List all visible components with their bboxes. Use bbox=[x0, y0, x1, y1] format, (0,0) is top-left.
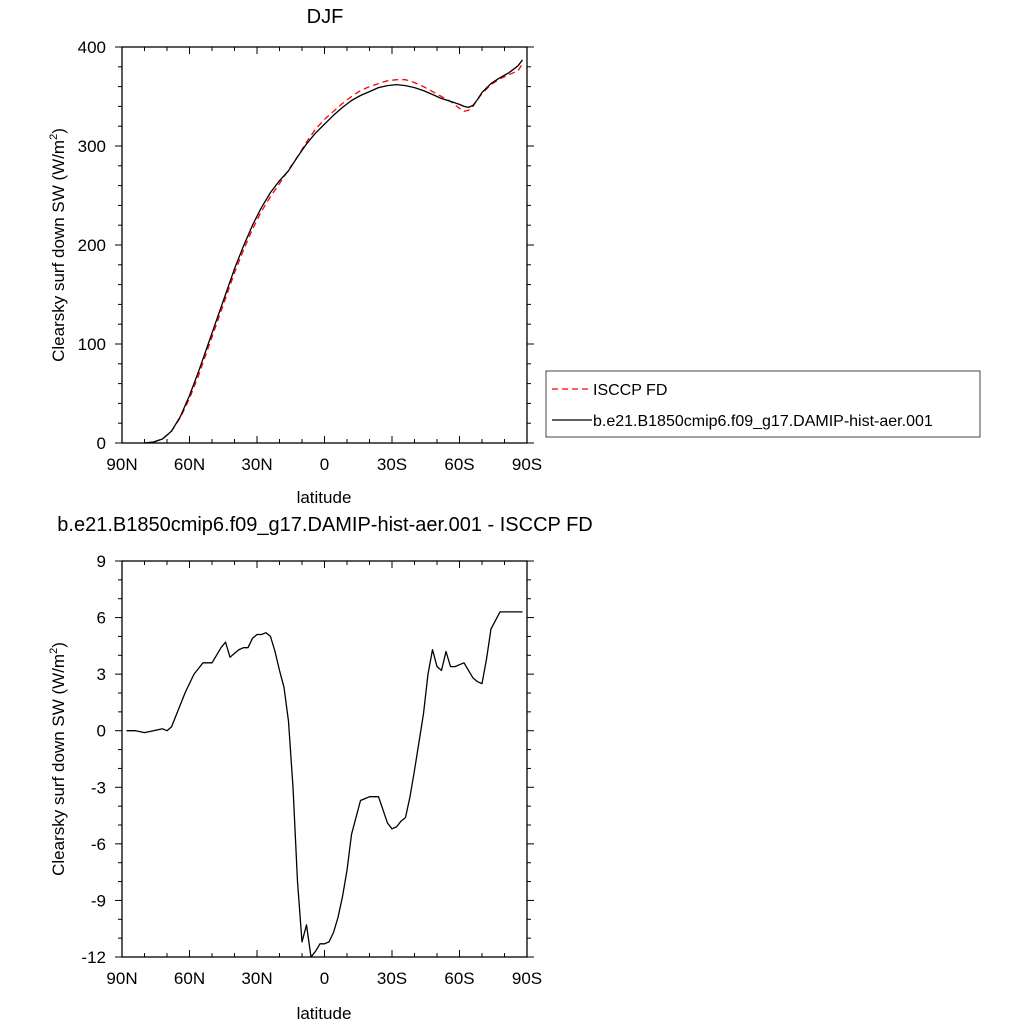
x-axis-label: latitude bbox=[297, 488, 352, 507]
y-axis-label-text: Clearsky surf down SW (W/m2) bbox=[48, 642, 68, 876]
y-tick-label: 6 bbox=[97, 609, 106, 628]
y-tick-label: 0 bbox=[97, 722, 106, 741]
plot-frame bbox=[121, 46, 528, 444]
y-axis-label: Clearsky surf down SW (W/m2) bbox=[48, 128, 68, 362]
y-tick-label: -3 bbox=[91, 778, 106, 797]
panel-top-djf: DJF Clearsky surf down SW (W/m2) 90N 60N 3… bbox=[48, 6, 542, 507]
x-tick-label: 90S bbox=[512, 455, 542, 474]
y-tick-label: 300 bbox=[78, 137, 106, 156]
y-tick-label: 3 bbox=[97, 665, 106, 684]
x-tick-label: 30N bbox=[241, 455, 272, 474]
x-tick-label: 90N bbox=[106, 455, 137, 474]
series-line-1 bbox=[144, 59, 524, 444]
y-tick-label: 100 bbox=[78, 335, 106, 354]
x-tick-label: 90N bbox=[106, 969, 137, 988]
y-tick-label: 9 bbox=[97, 552, 106, 571]
legend-label-model: b.e21.B1850cmip6.f09_g17.DAMIP-hist-aer.… bbox=[593, 413, 933, 430]
x-tick-label: 60N bbox=[174, 969, 205, 988]
x-tick-label: 90S bbox=[512, 969, 542, 988]
x-tick-label: 60N bbox=[174, 455, 205, 474]
x-tick-label: 60S bbox=[444, 455, 474, 474]
series-line-0 bbox=[126, 611, 523, 958]
plot-frame bbox=[121, 560, 528, 958]
x-tick-label: 30S bbox=[377, 455, 407, 474]
series-lines bbox=[144, 59, 524, 444]
tick-marks bbox=[115, 560, 534, 958]
tick-labels: 90N 60N 30N 0 30S 60S 90S 0 100 200 300 400 bbox=[78, 38, 543, 474]
x-tick-label: 30N bbox=[241, 969, 272, 988]
y-tick-label: 0 bbox=[97, 434, 106, 453]
legend-label-isccp: ISCCP FD bbox=[593, 382, 667, 399]
y-axis-label: Clearsky surf down SW (W/m2) bbox=[48, 642, 68, 876]
y-tick-label: -12 bbox=[81, 948, 106, 967]
chart-title: b.e21.B1850cmip6.f09_g17.DAMIP-hist-aer.… bbox=[57, 514, 592, 536]
y-tick-label: -6 bbox=[91, 835, 106, 854]
series-line-0 bbox=[144, 63, 524, 444]
y-tick-label: 400 bbox=[78, 38, 106, 57]
x-axis-label: latitude bbox=[297, 1004, 352, 1023]
x-tick-label: 0 bbox=[320, 455, 329, 474]
y-axis-label-text: Clearsky surf down SW (W/m2) bbox=[48, 128, 68, 362]
tick-labels: 90N 60N 30N 0 30S 60S 90S 9 6 3 0 -3 -6 -9 -12 bbox=[81, 552, 542, 988]
x-tick-label: 60S bbox=[444, 969, 474, 988]
y-tick-label: -9 bbox=[91, 891, 106, 910]
x-tick-label: 0 bbox=[320, 969, 329, 988]
chart-title: DJF bbox=[307, 6, 344, 28]
legend: ISCCP FD b.e21.B1850cmip6.f09_g17.DAMIP-… bbox=[545, 370, 981, 438]
y-tick-label: 200 bbox=[78, 236, 106, 255]
legend-box bbox=[545, 370, 981, 438]
series-lines bbox=[126, 611, 523, 958]
panel-bottom-difference: b.e21.B1850cmip6.f09_g17.DAMIP-hist-aer.… bbox=[48, 514, 593, 1023]
x-tick-label: 30S bbox=[377, 969, 407, 988]
